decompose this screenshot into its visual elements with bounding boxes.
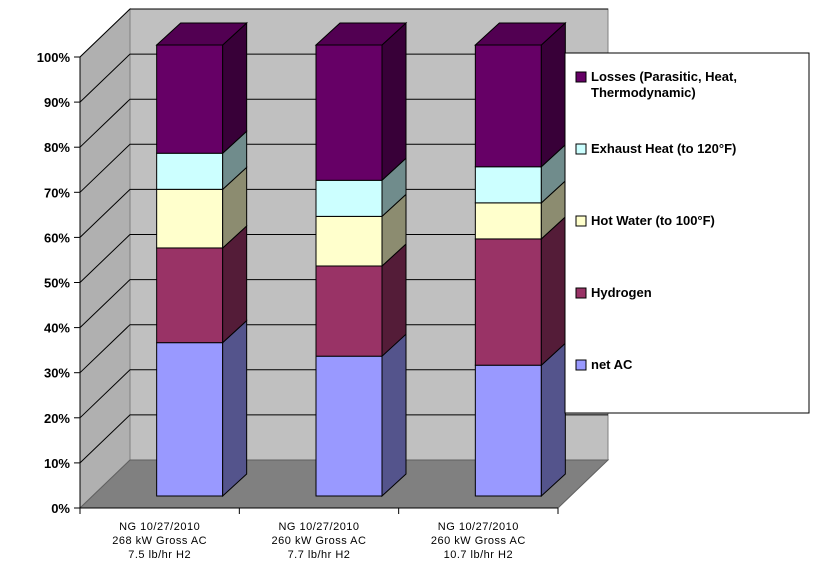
y-tick-label: 90%	[44, 95, 70, 110]
x-category-label-line: NG 10/27/2010	[438, 521, 519, 533]
x-category-label-line: 7.7 lb/hr H2	[288, 549, 351, 561]
bar-segment	[474, 238, 542, 366]
legend-label-line: Exhaust Heat (to 120°F)	[591, 141, 736, 156]
y-tick-label: 60%	[44, 230, 70, 245]
bar-segment	[315, 179, 383, 217]
y-tick-label: 80%	[44, 140, 70, 155]
x-category-label-line: 7.5 lb/hr H2	[128, 549, 191, 561]
legend-swatch	[575, 359, 587, 371]
y-tick-label: 70%	[44, 185, 70, 200]
y-tick-label: 100%	[37, 50, 71, 65]
legend-label-line: Hot Water (to 100°F)	[591, 213, 715, 228]
bar-segment	[156, 247, 224, 344]
bar-segment	[315, 44, 383, 181]
x-category-label-line: 10.7 lb/hr H2	[444, 549, 513, 561]
legend-label: Exhaust Heat (to 120°F)	[591, 141, 736, 156]
bar-segment	[474, 202, 542, 240]
x-category-label: NG 10/27/2010 260 kW Gross AC 7.7 lb/hr H2	[272, 521, 367, 561]
bar-segment	[474, 44, 542, 168]
gridline	[79, 53, 608, 103]
y-tick-label: 40%	[44, 321, 70, 336]
bar-segment	[315, 215, 383, 267]
legend-label: Hot Water (to 100°F)	[591, 213, 715, 228]
legend-label-line: Hydrogen	[591, 285, 652, 300]
y-tick-label: 50%	[44, 276, 70, 291]
bar-segment-side	[540, 21, 566, 168]
gridline	[79, 8, 608, 58]
gridline	[79, 143, 608, 193]
x-category-label-line: 260 kW Gross AC	[431, 535, 526, 547]
bar-segment	[156, 44, 224, 154]
bar-segment	[156, 342, 224, 497]
legend-label: Hydrogen	[591, 285, 652, 300]
legend: Losses (Parasitic, Heat, Thermodynamic) Ex…	[564, 52, 810, 414]
y-tick-label: 30%	[44, 366, 70, 381]
bar-top	[474, 22, 567, 46]
gridline	[79, 414, 608, 464]
legend-label-line: Losses (Parasitic, Heat,	[591, 69, 737, 84]
bar-segment	[156, 188, 224, 249]
x-category-label-line: NG 10/27/2010	[119, 521, 200, 533]
legend-swatch	[575, 71, 587, 83]
gridline	[79, 369, 608, 419]
gridline	[79, 234, 608, 283]
legend-label: Losses (Parasitic, Heat, Thermodynamic)	[591, 69, 737, 100]
bar-segment	[474, 364, 542, 497]
bar-segment-side	[222, 21, 248, 155]
x-category-label-line: 260 kW Gross AC	[272, 535, 367, 547]
y-tick-label: 20%	[44, 411, 70, 426]
bar-segment-side	[222, 319, 248, 498]
x-category-label: NG 10/27/2010 268 kW Gross AC 7.5 lb/hr H2	[112, 521, 207, 561]
gridlines	[79, 8, 608, 464]
legend-swatch	[575, 287, 587, 299]
gridline	[79, 279, 608, 328]
bar-segment-side	[381, 333, 407, 498]
gridline	[79, 188, 608, 238]
bars	[155, 21, 567, 498]
bar-segment	[315, 355, 383, 497]
bar-segment	[156, 152, 224, 190]
legend-box	[564, 52, 810, 414]
bar-top	[314, 22, 408, 46]
x-axis: NG 10/27/2010 268 kW Gross AC 7.5 lb/hr H2…	[79, 507, 559, 561]
legend-swatch	[575, 215, 587, 227]
y-tick-label: 10%	[44, 456, 70, 471]
bar-top	[155, 22, 248, 46]
legend-label-line: net AC	[591, 357, 633, 372]
x-category-label-line: 268 kW Gross AC	[112, 535, 207, 547]
y-tick-label: 0%	[51, 501, 70, 516]
bar-segment	[315, 265, 383, 357]
legend-label-line: Thermodynamic)	[591, 85, 696, 100]
legend-label: net AC	[591, 357, 633, 372]
bar-segment-side	[540, 342, 566, 498]
bar-segment	[474, 166, 542, 204]
legend-swatch	[575, 143, 587, 155]
y-axis: 0% 10% 20% 30% 40% 50% 60% 70% 80% 90% 100%	[37, 50, 81, 516]
x-category-label: NG 10/27/2010 260 kW Gross AC 10.7 lb/hr H…	[431, 521, 526, 561]
gridline	[79, 324, 608, 374]
gridline	[79, 98, 608, 148]
bar-segment-side	[381, 21, 407, 182]
x-category-label-line: NG 10/27/2010	[278, 521, 359, 533]
bar-segment-side	[540, 215, 566, 367]
